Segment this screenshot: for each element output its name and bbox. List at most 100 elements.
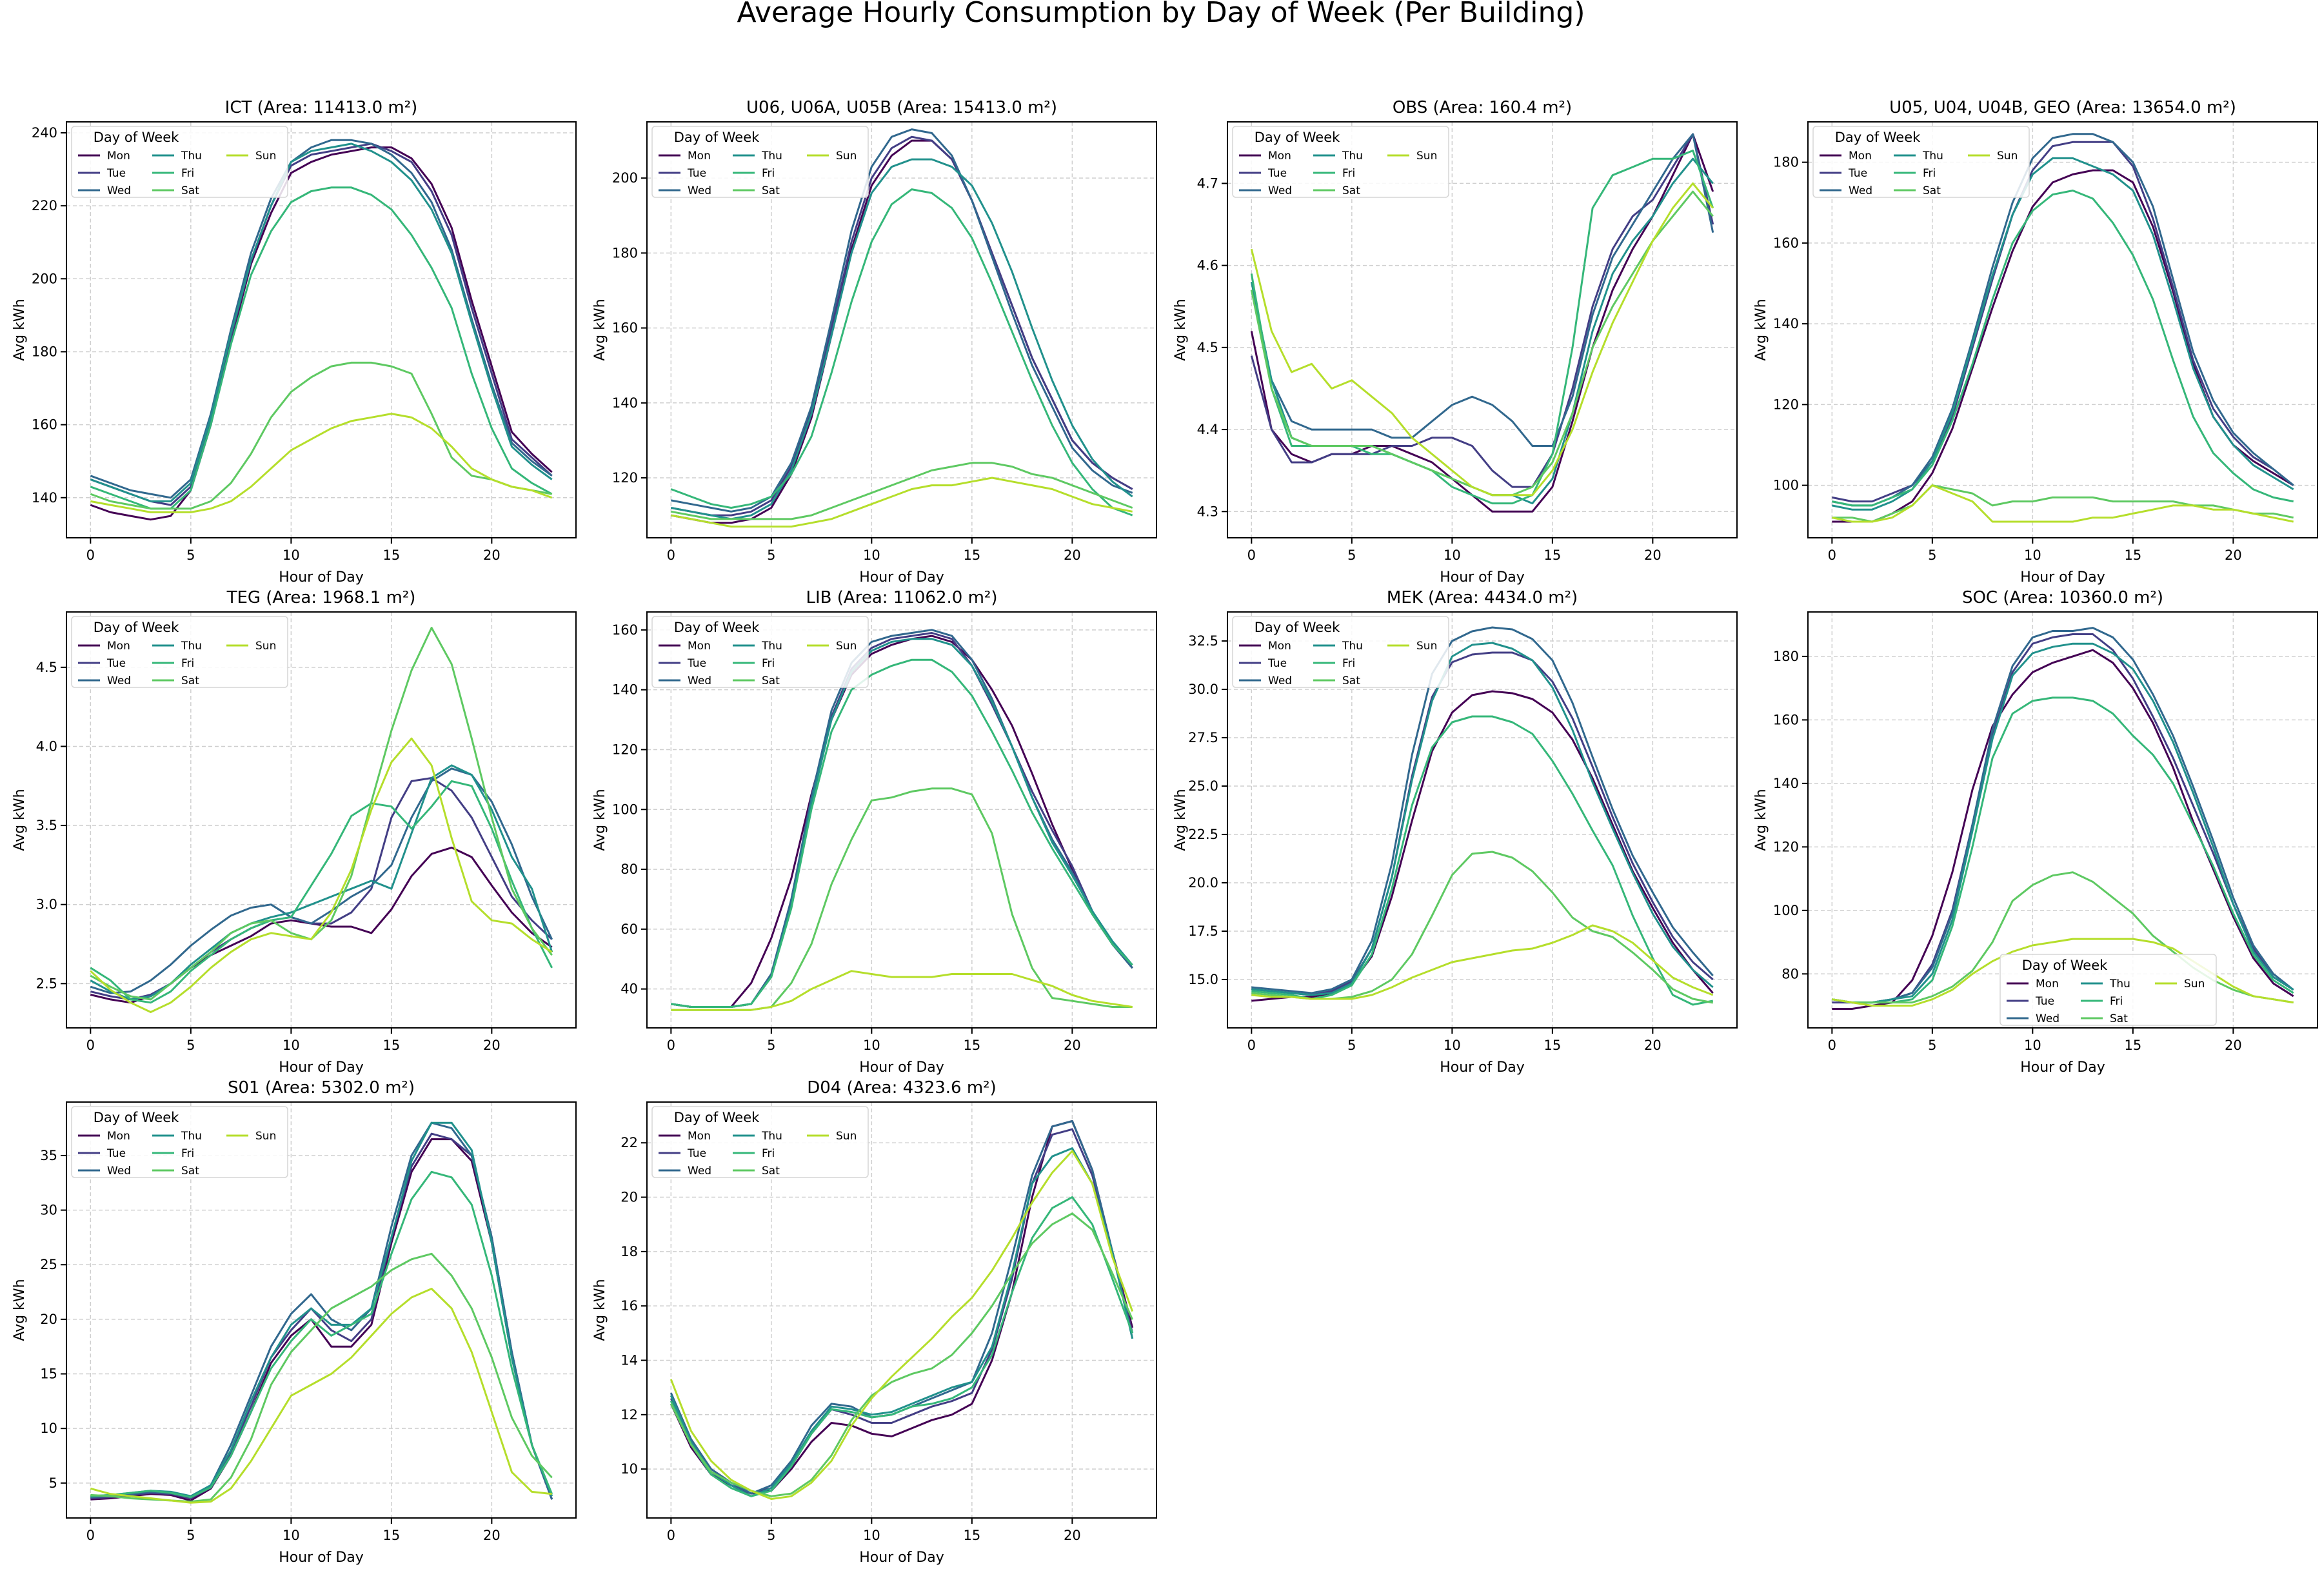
legend: Day of Week Mon Tue Wed Thu Fri Sat Sun xyxy=(651,616,869,688)
y-tick-label: 10 xyxy=(620,1461,638,1477)
series-line-thu xyxy=(1832,642,2294,1004)
legend-box xyxy=(651,616,869,688)
x-tick-label: 15 xyxy=(1543,547,1561,563)
series-line-sun xyxy=(671,970,1133,1011)
series-line-fri xyxy=(670,1196,1134,1497)
x-axis-label: Hour of Day xyxy=(279,569,364,586)
legend-label: Sat xyxy=(1923,184,1941,197)
y-tick-label: 4.7 xyxy=(1197,175,1218,191)
y-tick-label: 80 xyxy=(620,862,638,877)
legend-label: Mon xyxy=(107,150,130,163)
series-line-wed xyxy=(1250,133,1714,447)
y-tick-label: 120 xyxy=(1773,397,1799,412)
series-line-mon xyxy=(1832,169,2294,523)
y-tick-label: 140 xyxy=(612,682,638,698)
chart-title: OBS (Area: 160.4 m²) xyxy=(1393,98,1572,117)
legend-title: Day of Week xyxy=(94,1110,179,1125)
legend-label: Mon xyxy=(688,640,711,653)
y-tick-label: 240 xyxy=(32,125,57,141)
chart-title: TEG (Area: 1968.1 m²) xyxy=(226,588,416,607)
legend-title: Day of Week xyxy=(94,620,179,635)
x-axis-label: Hour of Day xyxy=(859,1059,944,1076)
chart-panel: 0 5 10 15 20 40 60 80 100 120 140 160 LIB (Area: 110… xyxy=(592,588,1157,1076)
plot-frame xyxy=(646,121,1157,538)
legend-title: Day of Week xyxy=(1255,620,1340,635)
legend-label: Sat xyxy=(1342,675,1360,687)
series-line-thu xyxy=(90,1121,553,1497)
x-axis-label: Hour of Day xyxy=(859,1550,944,1566)
y-tick-label: 160 xyxy=(612,320,638,336)
y-tick-label: 17.5 xyxy=(1188,923,1218,939)
legend-label: Sun xyxy=(1416,640,1437,653)
y-tick-label: 14 xyxy=(620,1352,638,1368)
series-line-sun xyxy=(1832,484,2294,523)
x-tick-label: 5 xyxy=(1928,1038,1936,1053)
x-tick-label: 20 xyxy=(2225,547,2242,563)
legend-label: Sat xyxy=(762,184,780,197)
y-tick-label: 120 xyxy=(1773,839,1799,854)
y-tick-label: 140 xyxy=(612,395,638,411)
legend-label: Thu xyxy=(2109,978,2130,990)
legend: Day of Week Mon Tue Wed Thu Fri Sat Sun xyxy=(1812,126,2030,198)
legend-label: Fri xyxy=(1923,167,1936,180)
series-line-sat xyxy=(671,462,1133,520)
y-tick-label: 30 xyxy=(40,1203,57,1218)
series-line-sun xyxy=(90,737,553,1013)
legend-label: Wed xyxy=(688,184,711,197)
x-tick-label: 10 xyxy=(283,547,300,563)
chart-title: U05, U04, U04B, GEO (Area: 13654.0 m²) xyxy=(1889,98,2236,117)
series-line-sat xyxy=(90,361,552,510)
chart-title: ICT (Area: 11413.0 m²) xyxy=(225,98,418,117)
legend-label: Tue xyxy=(687,167,706,180)
legend-label: Tue xyxy=(106,657,126,670)
legend-title: Day of Week xyxy=(1835,130,1921,145)
y-tick-label: 100 xyxy=(1773,478,1799,493)
legend-label: Wed xyxy=(2036,1012,2059,1025)
y-tick-label: 180 xyxy=(32,344,57,359)
y-axis-label: Avg kWh xyxy=(1173,299,1189,360)
x-tick-label: 0 xyxy=(1247,1038,1256,1053)
chart-title: D04 (Area: 4323.6 m²) xyxy=(807,1078,997,1098)
x-tick-label: 15 xyxy=(2124,547,2141,563)
series-line-wed xyxy=(90,767,553,994)
y-tick-label: 60 xyxy=(620,921,638,937)
y-tick-label: 120 xyxy=(612,742,638,757)
y-tick-label: 18 xyxy=(620,1244,638,1259)
x-tick-label: 15 xyxy=(382,1038,400,1053)
series-line-wed xyxy=(90,139,553,499)
x-tick-label: 20 xyxy=(1064,547,1081,563)
legend-label: Sat xyxy=(1342,184,1360,197)
y-axis-label: Avg kWh xyxy=(12,299,28,360)
y-tick-label: 3.0 xyxy=(36,897,57,912)
legend-label: Mon xyxy=(688,150,711,163)
y-tick-label: 15.0 xyxy=(1188,972,1218,987)
legend-box xyxy=(1232,616,1449,688)
series-line-fri xyxy=(90,186,553,510)
chart-panel: 0 5 10 15 20 120 140 160 180 200 U06, U06A, U05B (… xyxy=(592,98,1157,586)
x-tick-label: 0 xyxy=(86,1528,95,1543)
legend-label: Sun xyxy=(1997,150,2018,163)
legend-label: Fri xyxy=(762,167,775,180)
legend-label: Sat xyxy=(181,1165,199,1177)
x-tick-label: 0 xyxy=(667,1038,675,1053)
legend-label: Mon xyxy=(107,640,130,653)
x-tick-label: 20 xyxy=(483,1528,501,1543)
x-axis-label: Hour of Day xyxy=(1440,1059,1525,1076)
x-tick-label: 5 xyxy=(1347,547,1356,563)
legend-label: Thu xyxy=(181,640,202,653)
chart-panel: 0 5 10 15 20 5 10 15 20 25 30 35 S01 (Area: 5302.0 m… xyxy=(12,1078,577,1566)
x-tick-label: 10 xyxy=(1444,1038,1461,1053)
y-tick-label: 140 xyxy=(1773,316,1799,331)
legend-label: Fri xyxy=(1342,167,1355,180)
y-tick-label: 4.3 xyxy=(1197,504,1218,519)
series-line-mon xyxy=(90,1138,553,1502)
y-tick-label: 22 xyxy=(620,1135,638,1150)
y-tick-label: 20 xyxy=(40,1312,57,1327)
legend-title: Day of Week xyxy=(2022,958,2108,973)
x-tick-label: 10 xyxy=(2024,547,2041,563)
plot-frame xyxy=(1227,121,1738,538)
series-line-fri xyxy=(671,658,1133,1008)
legend-label: Wed xyxy=(107,1165,131,1177)
series-line-mon xyxy=(671,635,1133,1008)
chart-title: U06, U06A, U05B (Area: 15413.0 m²) xyxy=(746,98,1057,117)
